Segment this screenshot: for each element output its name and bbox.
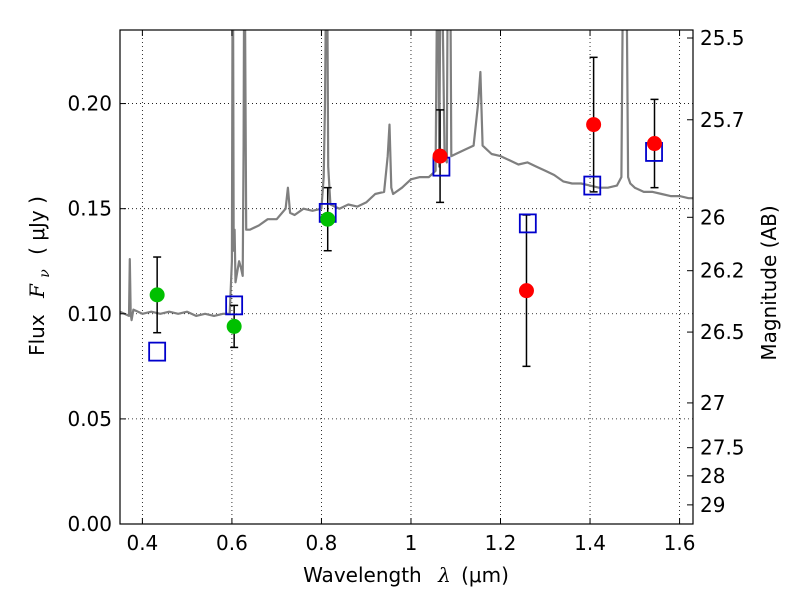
x-axis-label: Wavelength λ (μm) [303, 563, 509, 587]
template-spectrum [120, 30, 693, 322]
right-tick-label: 25.5 [700, 26, 745, 50]
right-tick-label: 26.2 [700, 259, 745, 283]
observed-photometry-points [149, 117, 663, 334]
observed-point-red [586, 117, 602, 133]
model-box [583, 175, 602, 196]
right-tick-label: 28 [700, 464, 725, 488]
x-tick-label: 1.6 [664, 531, 696, 555]
observed-point-green [320, 211, 336, 227]
x-tick-label: 0.6 [216, 531, 248, 555]
y-axis-label-unit: ( μJy ) [25, 196, 49, 255]
right-tick-label: 25.7 [700, 108, 745, 132]
y-axis-label-text: Flux [25, 314, 49, 356]
y-axis-label-symbol: F [25, 283, 49, 299]
y-tick-label: 0.10 [67, 302, 112, 326]
right-tick-label: 29 [700, 493, 725, 517]
y-tick-label: 0.20 [67, 92, 112, 116]
observed-point-red [518, 283, 534, 299]
right-axis-label: Magnitude (AB) [757, 205, 781, 360]
x-axis-label-symbol: λ [437, 563, 451, 587]
axis-ticks: 0.4 0.6 0.8 1 1.2 1.4 1.6 0.00 0.05 0.10 0.15 0.20 2… [67, 26, 744, 555]
plot-frame [119, 29, 694, 525]
observed-point-green [226, 318, 242, 334]
x-axis-label-text: Wavelength [303, 563, 422, 587]
y-axis-label: Flux F ν ( μJy ) [25, 196, 54, 356]
right-tick-label: 27.5 [700, 436, 745, 460]
model-box [148, 341, 167, 362]
observed-point-red [432, 148, 448, 164]
y-tick-label: 0.05 [67, 407, 112, 431]
observed-point-red [647, 136, 663, 152]
y-axis-label-subscript: ν [37, 269, 53, 278]
model-box [225, 295, 244, 316]
x-tick-label: 0.4 [126, 531, 158, 555]
x-tick-label: 0.8 [306, 531, 338, 555]
x-tick-label: 1 [405, 531, 418, 555]
x-axis-label-unit: (μm) [461, 563, 509, 587]
x-tick-label: 1.2 [485, 531, 517, 555]
model-photometry-boxes [148, 142, 663, 362]
x-tick-label: 1.4 [574, 531, 606, 555]
right-tick-label: 26 [700, 205, 725, 229]
template-spectrum-line [120, 30, 693, 322]
right-tick-label: 26.5 [700, 320, 745, 344]
y-tick-label: 0.00 [67, 512, 112, 536]
y-tick-label: 0.15 [67, 197, 112, 221]
grid [120, 30, 693, 525]
right-tick-label: 27 [700, 391, 725, 415]
observed-point-green [149, 287, 165, 303]
model-box [518, 213, 537, 234]
